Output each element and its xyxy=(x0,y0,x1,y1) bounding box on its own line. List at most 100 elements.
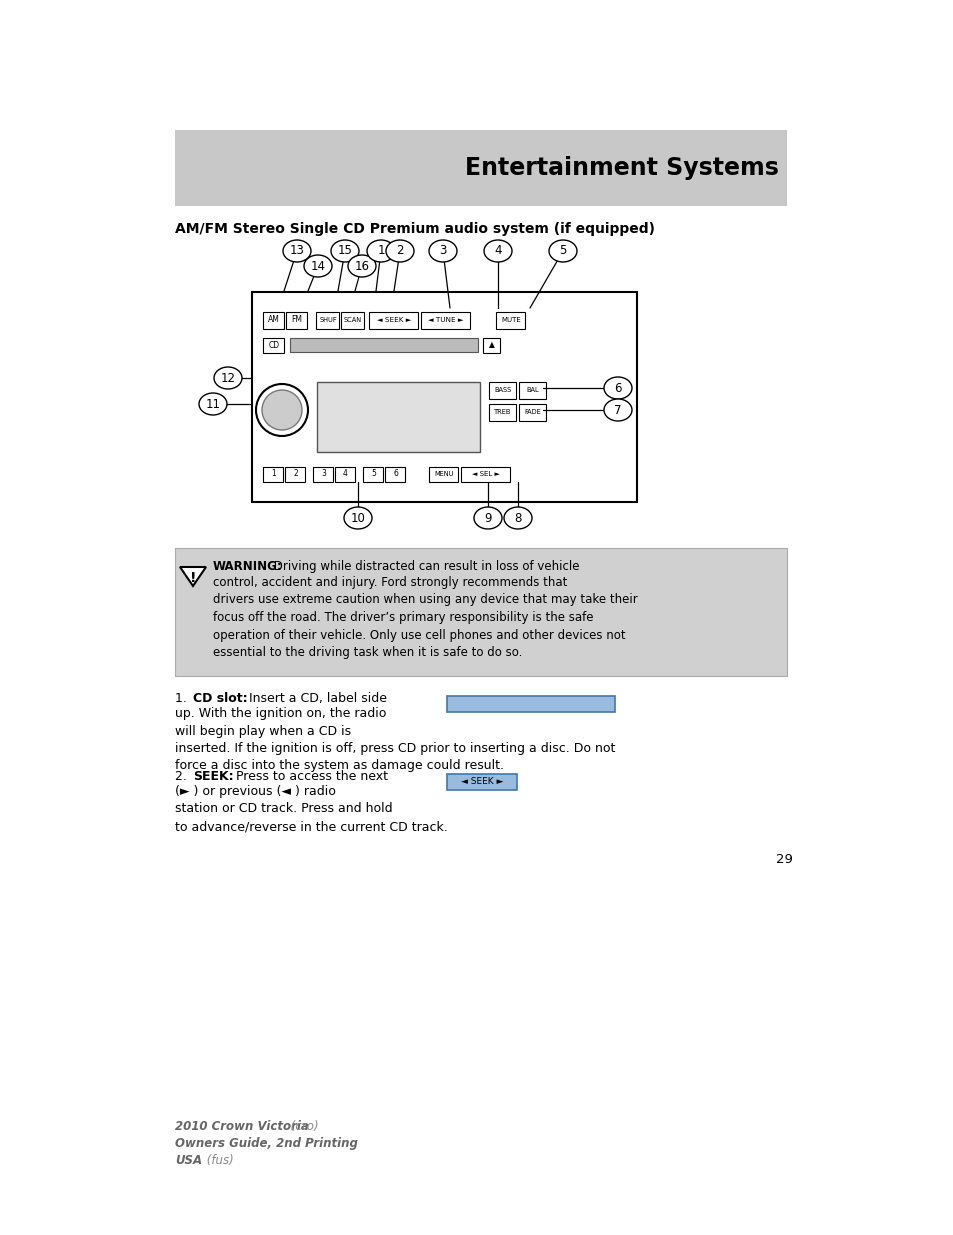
Ellipse shape xyxy=(503,508,532,529)
Text: ◄ SEL ►: ◄ SEL ► xyxy=(472,471,499,477)
Text: 12: 12 xyxy=(220,372,235,384)
Text: Entertainment Systems: Entertainment Systems xyxy=(465,156,779,180)
Text: 3: 3 xyxy=(321,469,326,478)
Text: (cro): (cro) xyxy=(287,1120,318,1132)
Bar xyxy=(290,338,477,352)
Text: (fus): (fus) xyxy=(203,1153,233,1167)
Text: BAL: BAL xyxy=(526,387,538,393)
Text: 2: 2 xyxy=(293,469,297,478)
FancyBboxPatch shape xyxy=(316,311,339,329)
Text: AM/FM Stereo Single CD Premium audio system (if equipped): AM/FM Stereo Single CD Premium audio sys… xyxy=(174,222,655,236)
Text: SHUF: SHUF xyxy=(319,317,336,324)
Text: 11: 11 xyxy=(205,398,220,410)
FancyBboxPatch shape xyxy=(363,467,383,482)
Ellipse shape xyxy=(603,399,631,421)
FancyBboxPatch shape xyxy=(421,311,470,329)
Circle shape xyxy=(255,384,308,436)
FancyBboxPatch shape xyxy=(519,404,546,420)
FancyBboxPatch shape xyxy=(263,337,284,352)
Text: USA: USA xyxy=(174,1153,202,1167)
FancyBboxPatch shape xyxy=(286,311,307,329)
Text: 5: 5 xyxy=(558,245,566,258)
Text: 4: 4 xyxy=(494,245,501,258)
Circle shape xyxy=(262,390,302,430)
Text: 14: 14 xyxy=(310,259,325,273)
Text: CD: CD xyxy=(268,341,279,350)
FancyBboxPatch shape xyxy=(429,467,458,482)
Text: 2: 2 xyxy=(395,245,403,258)
Text: 10: 10 xyxy=(350,511,365,525)
Text: MUTE: MUTE xyxy=(500,317,520,324)
FancyBboxPatch shape xyxy=(335,467,355,482)
FancyBboxPatch shape xyxy=(385,467,405,482)
Text: WARNING:: WARNING: xyxy=(213,559,282,573)
FancyBboxPatch shape xyxy=(461,467,510,482)
FancyBboxPatch shape xyxy=(263,467,283,482)
Text: 1: 1 xyxy=(376,245,384,258)
Bar xyxy=(174,130,786,206)
FancyBboxPatch shape xyxy=(341,311,364,329)
Ellipse shape xyxy=(213,367,242,389)
Bar xyxy=(174,548,786,676)
Polygon shape xyxy=(180,567,206,585)
Text: FADE: FADE xyxy=(524,409,540,415)
Text: 7: 7 xyxy=(614,404,621,416)
Text: FM: FM xyxy=(292,315,302,325)
Text: ▲: ▲ xyxy=(489,341,495,350)
Bar xyxy=(447,774,517,790)
Text: control, accident and injury. Ford strongly recommends that
drivers use extreme : control, accident and injury. Ford stron… xyxy=(213,576,638,659)
Text: CD slot:: CD slot: xyxy=(193,692,248,705)
Ellipse shape xyxy=(304,254,332,277)
FancyBboxPatch shape xyxy=(489,382,516,399)
Ellipse shape xyxy=(331,240,358,262)
Text: 8: 8 xyxy=(514,511,521,525)
Text: AM: AM xyxy=(268,315,279,325)
Text: 16: 16 xyxy=(355,259,369,273)
Ellipse shape xyxy=(344,508,372,529)
Text: 29: 29 xyxy=(775,853,792,866)
Text: ◄ SEEK ►: ◄ SEEK ► xyxy=(376,317,411,324)
FancyBboxPatch shape xyxy=(285,467,305,482)
Ellipse shape xyxy=(386,240,414,262)
Text: 6: 6 xyxy=(393,469,397,478)
Text: Owners Guide, 2nd Printing: Owners Guide, 2nd Printing xyxy=(174,1137,357,1150)
Text: Press to access the next: Press to access the next xyxy=(232,769,388,783)
Text: TREB: TREB xyxy=(494,409,511,415)
FancyBboxPatch shape xyxy=(369,311,418,329)
FancyBboxPatch shape xyxy=(314,467,334,482)
FancyBboxPatch shape xyxy=(489,404,516,420)
Text: ◄ SEEK ►: ◄ SEEK ► xyxy=(460,778,502,787)
Bar xyxy=(447,697,615,713)
Text: 2.: 2. xyxy=(174,769,191,783)
Ellipse shape xyxy=(429,240,456,262)
Ellipse shape xyxy=(199,393,227,415)
Text: 4: 4 xyxy=(343,469,348,478)
FancyBboxPatch shape xyxy=(263,311,284,329)
Ellipse shape xyxy=(483,240,512,262)
Text: 1.: 1. xyxy=(174,692,191,705)
Text: 3: 3 xyxy=(438,245,446,258)
FancyBboxPatch shape xyxy=(496,311,525,329)
Text: MENU: MENU xyxy=(434,471,454,477)
Text: 1: 1 xyxy=(271,469,275,478)
Text: Insert a CD, label side: Insert a CD, label side xyxy=(245,692,387,705)
Text: (► ) or previous (◄ ) radio
station or CD track. Press and hold
to advance/rever: (► ) or previous (◄ ) radio station or C… xyxy=(174,785,447,832)
Text: 13: 13 xyxy=(290,245,304,258)
Ellipse shape xyxy=(603,377,631,399)
Ellipse shape xyxy=(348,254,375,277)
Text: 5: 5 xyxy=(371,469,375,478)
Bar xyxy=(252,291,637,501)
FancyBboxPatch shape xyxy=(519,382,546,399)
Text: up. With the ignition on, the radio
will begin play when a CD is
inserted. If th: up. With the ignition on, the radio will… xyxy=(174,706,615,773)
Text: 6: 6 xyxy=(614,382,621,394)
FancyBboxPatch shape xyxy=(483,337,500,352)
Text: 15: 15 xyxy=(337,245,352,258)
Text: 2010 Crown Victoria: 2010 Crown Victoria xyxy=(174,1120,309,1132)
Text: Driving while distracted can result in loss of vehicle: Driving while distracted can result in l… xyxy=(270,559,578,573)
Text: BASS: BASS xyxy=(494,387,511,393)
Ellipse shape xyxy=(474,508,501,529)
Text: SCAN: SCAN xyxy=(344,317,362,324)
Ellipse shape xyxy=(367,240,395,262)
Text: 9: 9 xyxy=(484,511,491,525)
Ellipse shape xyxy=(548,240,577,262)
